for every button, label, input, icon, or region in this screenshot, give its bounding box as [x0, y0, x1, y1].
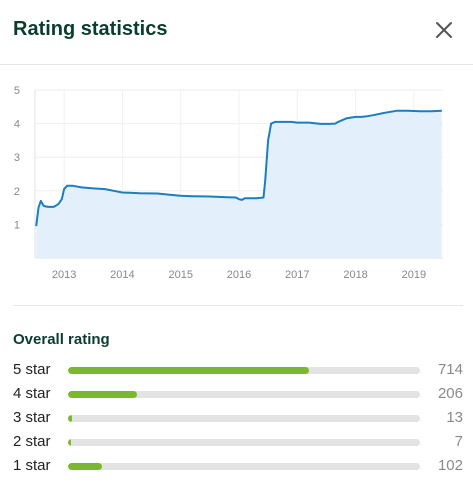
- x-tick-label: 2014: [110, 269, 134, 281]
- rating-area-fill: [36, 110, 442, 258]
- section-divider: [13, 305, 463, 306]
- x-tick-label: 2018: [343, 269, 367, 281]
- rating-bar-track: [68, 463, 420, 470]
- rating-row-5-star: 5 star 714: [0, 358, 473, 382]
- y-tick-label: 4: [14, 119, 20, 131]
- rating-bar-fill: [68, 367, 309, 374]
- rating-bar-track: [68, 367, 420, 374]
- rating-count: 206: [437, 385, 463, 402]
- rating-bar-track: [68, 439, 420, 446]
- y-tick-label: 1: [14, 219, 20, 231]
- y-tick-label: 3: [14, 152, 20, 164]
- dialog-header: Rating statistics: [0, 0, 473, 65]
- y-tick-label: 5: [14, 85, 20, 97]
- rating-row-1-star: 1 star 102: [0, 454, 473, 478]
- rating-bar-fill: [68, 439, 71, 446]
- star-label: 5 star: [13, 361, 51, 378]
- rating-row-3-star: 3 star 13: [0, 406, 473, 430]
- overall-rating-title: Overall rating: [13, 331, 110, 348]
- rating-history-chart-svg: 1 2 3 4 5 2013 2014 2015 2016 2017 2018 2019: [14, 85, 443, 281]
- x-tick-label: 2016: [227, 269, 251, 281]
- close-icon-glyph: [436, 22, 452, 38]
- x-tick-label: 2019: [402, 269, 426, 281]
- star-label: 1 star: [13, 457, 51, 474]
- rating-count: 7: [454, 433, 463, 450]
- star-label: 2 star: [13, 433, 51, 450]
- star-label: 4 star: [13, 385, 51, 402]
- rating-count: 102: [437, 457, 463, 474]
- rating-count: 714: [437, 361, 463, 378]
- rating-bar-fill: [68, 463, 103, 470]
- rating-count: 13: [446, 409, 463, 426]
- rating-bar-track: [68, 415, 420, 422]
- x-tick-label: 2017: [285, 269, 309, 281]
- rating-bar-fill: [68, 391, 138, 398]
- rating-row-2-star: 2 star 7: [0, 430, 473, 454]
- rating-bar-fill: [68, 415, 73, 422]
- rating-line: [35, 109, 442, 227]
- dialog-title: Rating statistics: [13, 18, 168, 40]
- rating-history-chart: 1 2 3 4 5 2013 2014 2015 2016 2017 2018 2019: [0, 80, 473, 290]
- y-tick-label: 2: [14, 186, 20, 198]
- x-tick-label: 2013: [52, 269, 76, 281]
- x-tick-label: 2015: [168, 269, 192, 281]
- star-label: 3 star: [13, 409, 51, 426]
- close-icon[interactable]: [432, 18, 456, 42]
- rating-bar-track: [68, 391, 420, 398]
- rating-row-4-star: 4 star 206: [0, 382, 473, 406]
